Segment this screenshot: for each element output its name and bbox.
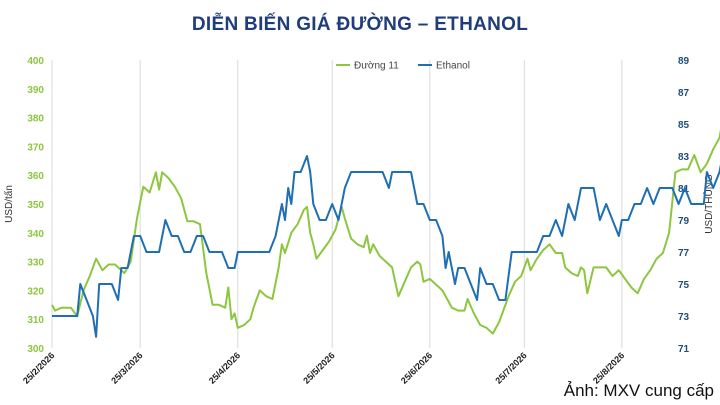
- left-tick-label: 390: [27, 85, 44, 96]
- left-tick-label: 360: [27, 171, 44, 182]
- x-tick-label: 25/5/2026: [301, 350, 336, 385]
- left-tick-label: 300: [27, 344, 44, 355]
- left-tick-label: 330: [27, 258, 44, 269]
- chart-title: DIỄN BIẾN GIÁ ĐƯỜNG – ETHANOL: [191, 14, 529, 35]
- right-tick-label: 89: [678, 56, 690, 67]
- left-tick-label: 380: [27, 114, 44, 125]
- x-tick-label: 25/7/2026: [493, 350, 528, 385]
- right-tick-label: 71: [678, 344, 690, 355]
- right-tick-label: 73: [678, 312, 690, 323]
- right-tick-label: 79: [678, 216, 690, 227]
- left-tick-label: 350: [27, 200, 44, 211]
- x-tick-label: 25/2/2026: [21, 350, 56, 385]
- left-tick-label: 370: [27, 142, 44, 153]
- x-tick-label: 25/3/2026: [109, 350, 144, 385]
- left-tick-label: 400: [27, 56, 44, 67]
- right-tick-label: 85: [678, 120, 690, 131]
- right-tick-label: 75: [678, 280, 690, 291]
- legend-label: Đường 11: [354, 61, 399, 72]
- image-credit: Ảnh: MXV cung cấp: [563, 381, 714, 400]
- right-tick-label: 77: [678, 248, 690, 259]
- right-tick-label: 83: [678, 152, 690, 163]
- series-line-ethanol: [52, 155, 720, 338]
- left-tick-label: 310: [27, 315, 44, 326]
- legend-label: Ethanol: [436, 61, 470, 72]
- x-tick-label: 25/6/2026: [399, 350, 434, 385]
- left-tick-label: 340: [27, 229, 44, 240]
- left-axis-title: USD/tấn: [3, 185, 15, 223]
- right-tick-label: 87: [678, 88, 690, 99]
- series-line-duong-11: [51, 129, 720, 335]
- left-tick-label: 320: [27, 286, 44, 297]
- x-tick-label: 25/4/2026: [207, 350, 242, 385]
